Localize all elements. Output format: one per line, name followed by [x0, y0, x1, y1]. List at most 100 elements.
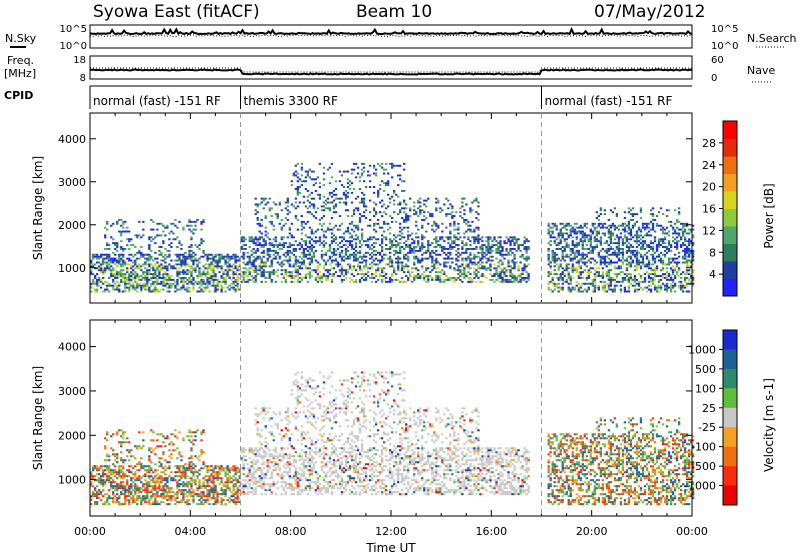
- velocity-cell: [92, 469, 95, 472]
- power-cell: [613, 265, 617, 268]
- power-cell: [589, 267, 592, 270]
- velocity-cell: [154, 499, 157, 502]
- power-cell: [270, 215, 273, 218]
- power-cell: [380, 269, 384, 272]
- power-cell: [254, 249, 257, 252]
- power-cell: [238, 263, 241, 266]
- power-cell: [485, 236, 488, 239]
- power-cell: [635, 240, 639, 243]
- velocity-cell: [142, 467, 145, 470]
- power-cell: [152, 280, 155, 283]
- power-cell: [683, 290, 687, 293]
- power-cell: [673, 228, 677, 231]
- power-cell: [585, 236, 588, 239]
- power-cell: [409, 273, 412, 276]
- velocity-cell: [130, 491, 133, 494]
- power-cell: [585, 253, 588, 256]
- power-cell: [190, 280, 193, 283]
- velocity-cell: [140, 499, 143, 502]
- power-cell: [503, 273, 506, 276]
- velocity-cell: [156, 469, 159, 472]
- power-cell: [423, 199, 426, 202]
- power-cell: [525, 265, 528, 268]
- power-cell: [156, 267, 159, 270]
- power-cell: [348, 188, 352, 190]
- power-cell: [290, 280, 293, 283]
- power-cell: [112, 238, 115, 241]
- power-cell: [368, 247, 372, 250]
- power-cell: [276, 261, 279, 264]
- power-cell: [573, 286, 576, 289]
- power-cell: [599, 261, 602, 264]
- power-cell: [372, 259, 376, 262]
- power-cell: [132, 255, 135, 258]
- power-cell: [565, 265, 568, 268]
- power-cell: [605, 247, 609, 250]
- power-cell: [401, 265, 404, 268]
- velocity-cell: [144, 491, 147, 494]
- power-cell: [312, 170, 316, 173]
- power-cell: [120, 234, 123, 237]
- power-cell: [527, 263, 530, 266]
- power-cell: [692, 278, 695, 281]
- power-cell: [164, 265, 167, 268]
- power-cell: [415, 249, 418, 252]
- power-cell: [573, 267, 576, 270]
- power-cell: [623, 273, 627, 276]
- power-cell: [366, 275, 370, 277]
- power-cell: [639, 275, 643, 277]
- power-cell: [216, 267, 219, 270]
- power-cell: [286, 249, 289, 252]
- power-cell: [138, 263, 141, 266]
- power-cell: [226, 255, 229, 258]
- power-cell: [415, 255, 418, 258]
- power-cell: [551, 278, 554, 281]
- power-cell: [208, 280, 211, 283]
- velocity-cell: [120, 475, 123, 478]
- power-cell: [677, 232, 681, 235]
- power-cell: [679, 228, 683, 231]
- power-cell: [405, 246, 408, 248]
- velocity-cell: [148, 477, 151, 480]
- power-cell: [623, 288, 627, 291]
- power-cell: [605, 249, 609, 252]
- power-cell: [627, 238, 631, 241]
- power-cell: [439, 263, 442, 266]
- power-cell: [461, 263, 464, 266]
- power-cell: [384, 253, 388, 256]
- power-cell: [463, 251, 466, 254]
- velocity-cell: [106, 473, 109, 476]
- power-cell: [601, 224, 605, 227]
- power-cell: [350, 240, 354, 243]
- power-cell: [112, 257, 115, 260]
- power-cell: [475, 263, 478, 266]
- power-cell: [262, 197, 265, 200]
- velocity-cell: [134, 491, 137, 494]
- velocity-cell: [116, 471, 119, 474]
- velocity-cell: [100, 475, 103, 478]
- power-cell: [140, 288, 143, 291]
- power-cell: [623, 242, 627, 245]
- power-cell: [96, 278, 99, 281]
- power-cell: [360, 236, 364, 239]
- power-cell: [627, 273, 631, 276]
- power-cell: [621, 257, 625, 260]
- power-cell: [403, 162, 406, 165]
- power-cell: [419, 259, 422, 262]
- power-cell: [399, 203, 402, 206]
- power-cell: [661, 213, 665, 216]
- velocity-cell: [134, 479, 137, 482]
- power-cell: [150, 249, 153, 252]
- power-cell: [515, 242, 518, 245]
- power-cell: [569, 288, 572, 291]
- power-cell: [90, 286, 93, 289]
- velocity-cell: [148, 449, 151, 452]
- power-cell: [575, 244, 578, 247]
- power-cell: [487, 244, 490, 247]
- power-cell: [477, 213, 480, 216]
- velocity-cell: [108, 469, 111, 472]
- power-cell: [409, 197, 412, 200]
- power-cell: [449, 246, 452, 248]
- power-cell: [465, 259, 468, 262]
- power-cell: [276, 275, 279, 277]
